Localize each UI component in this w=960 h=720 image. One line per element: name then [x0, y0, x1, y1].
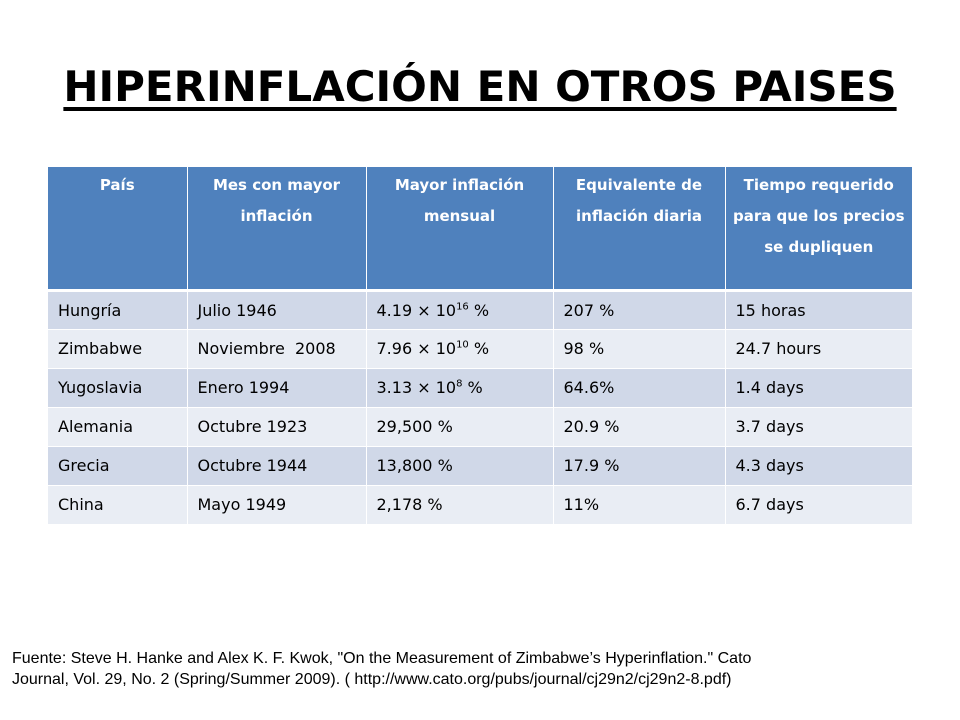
cell-monthly: 4.19 × 1016 % [365, 290, 553, 330]
cell-daily: 20.9 % [552, 407, 725, 447]
cell-daily: 207 % [552, 290, 725, 330]
source-citation: Fuente: Steve H. Hanke and Alex K. F. Kw… [12, 648, 948, 690]
cell-country: Alemania [48, 407, 187, 447]
cell-monthly: 2,178 % [365, 485, 553, 525]
monthly-exponent: 10 [456, 339, 469, 351]
header-monthly-inflation: Mayor inflación mensual [365, 167, 553, 292]
source-line: Fuente: Steve H. Hanke and Alex K. F. Kw… [12, 650, 752, 667]
table-row: Hungría Julio 1946 4.19 × 1016 % 207 % 1… [48, 290, 912, 330]
cell-monthly: 13,800 % [365, 446, 553, 486]
cell-month: Octubre 1923 [186, 407, 366, 447]
monthly-exponent: 8 [456, 378, 463, 390]
table-row: Zimbabwe Noviembre 2008 7.96 × 1010 % 98… [48, 329, 912, 369]
cell-monthly: 3.13 × 108 % [365, 368, 553, 408]
monthly-base: 4.19 × 10 [376, 300, 457, 320]
monthly-suffix: % [468, 339, 490, 358]
cell-daily: 11% [552, 485, 725, 525]
cell-monthly: 29,500 % [365, 407, 553, 447]
cell-month: Octubre 1944 [186, 446, 366, 486]
table-row: Grecia Octubre 1944 13,800 % 17.9 % 4.3 … [48, 446, 912, 486]
header-month: Mes con mayor inflación [186, 167, 366, 292]
cell-country: China [48, 485, 187, 525]
cell-doubling: 15 horas [724, 290, 912, 330]
cell-month: Enero 1994 [186, 368, 366, 408]
slide-title: HIPERINFLACIÓN EN OTROS PAISES [63, 62, 897, 111]
cell-country: Hungría [48, 290, 187, 330]
cell-doubling: 1.4 days [724, 368, 912, 408]
monthly-suffix: % [468, 300, 490, 320]
monthly-exponent: 16 [456, 301, 469, 313]
cell-monthly: 7.96 × 1010 % [365, 329, 553, 369]
table-header-row: País Mes con mayor inflación Mayor infla… [48, 167, 912, 292]
source-line: Journal, Vol. 29, No. 2 (Spring/Summer 2… [12, 671, 732, 688]
hyperinflation-table: País Mes con mayor inflación Mayor infla… [48, 167, 912, 525]
monthly-suffix: % [462, 378, 483, 397]
cell-doubling: 24.7 hours [724, 329, 912, 369]
table-row: China Mayo 1949 2,178 % 11% 6.7 days [48, 485, 912, 525]
cell-doubling: 4.3 days [724, 446, 912, 486]
monthly-base: 7.96 × 10 [376, 339, 457, 358]
cell-daily: 98 % [552, 329, 725, 369]
table-row: Alemania Octubre 1923 29,500 % 20.9 % 3.… [48, 407, 912, 447]
cell-country: Zimbabwe [48, 329, 187, 369]
cell-doubling: 3.7 days [724, 407, 912, 447]
monthly-base: 3.13 × 10 [376, 378, 457, 397]
cell-daily: 17.9 % [552, 446, 725, 486]
cell-month: Mayo 1949 [186, 485, 366, 525]
header-country: País [48, 167, 187, 292]
cell-month: Julio 1946 [186, 290, 366, 330]
cell-month: Noviembre 2008 [186, 329, 366, 369]
table-row: Yugoslavia Enero 1994 3.13 × 108 % 64.6%… [48, 368, 912, 408]
header-daily-inflation: Equivalente de inflación diaria [552, 167, 725, 292]
cell-country: Grecia [48, 446, 187, 486]
cell-daily: 64.6% [552, 368, 725, 408]
cell-doubling: 6.7 days [724, 485, 912, 525]
header-doubling-time: Tiempo requerido para que los precios se… [724, 167, 912, 292]
cell-country: Yugoslavia [48, 368, 187, 408]
